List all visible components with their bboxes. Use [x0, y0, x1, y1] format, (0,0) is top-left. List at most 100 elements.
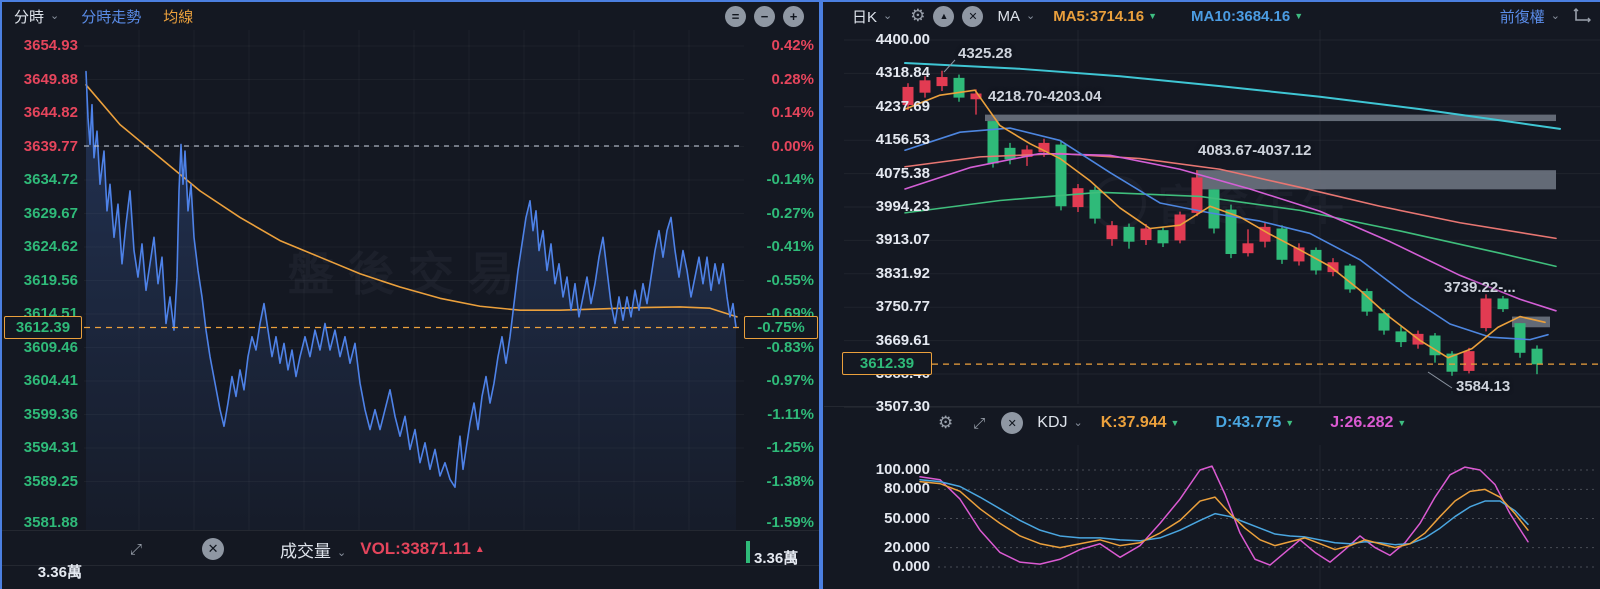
price-axis-label: 3654.93	[23, 37, 78, 54]
kdj-k-value[interactable]: K:37.944	[1100, 414, 1167, 431]
price-axis-label: 4318.84	[875, 64, 930, 82]
price-axis-label: 3594.31	[23, 439, 78, 456]
kdj-axis-label: 50.000	[884, 509, 930, 527]
percent-axis-label: -1.59%	[766, 514, 814, 531]
selection-border-left	[0, 0, 2, 589]
kdj-d-value[interactable]: D:43.775	[1215, 414, 1282, 431]
kline-period-selector[interactable]: 日K ⌄	[852, 6, 892, 27]
percent-axis-label: -1.38%	[766, 472, 814, 490]
percent-axis-label: -0.14%	[766, 171, 814, 188]
ma5-value[interactable]: MA5:3714.16	[1053, 7, 1145, 25]
close-indicator-icon[interactable]: ✕	[1001, 412, 1024, 434]
price-axis-label: 3644.82	[23, 104, 78, 121]
intraday-header-icons: = − +	[717, 5, 804, 27]
annotation-label: 3584.13	[1456, 378, 1511, 395]
panel-divider[interactable]	[819, 0, 823, 589]
selection-border-top	[0, 0, 1600, 2]
d-down-triangle-icon: ▼	[1285, 418, 1295, 428]
price-axis-label: 3831.92	[875, 264, 930, 282]
ma-group-label: MA	[997, 7, 1020, 25]
daily-chart-canvas[interactable]	[824, 0, 1600, 589]
price-axis-label: 3619.56	[23, 271, 78, 289]
axis-settings-icon[interactable]	[1572, 8, 1592, 24]
percent-axis-label: -1.11%	[767, 405, 814, 423]
ma10-value[interactable]: MA10:3684.16	[1191, 7, 1291, 25]
kdj-indicator-selector[interactable]: KDJ ⌄	[1037, 414, 1082, 432]
volume-toolbar: ⤢ ✕ 成交量 ⌄ VOL:33871.11 ▲	[130, 534, 485, 564]
j-down-triangle-icon: ▼	[1397, 418, 1407, 428]
percent-axis-label: 0.00%	[771, 137, 814, 155]
volume-indicator-label: 成交量	[280, 541, 332, 561]
volume-axis-label-left: 3.36萬	[37, 564, 82, 581]
price-axis-label: 3649.88	[23, 70, 78, 88]
percent-axis-label: -0.27%	[766, 204, 814, 222]
chevron-down-icon: ⌄	[1550, 9, 1560, 22]
ma-group-selector[interactable]: MA ⌄	[997, 8, 1035, 25]
chevron-down-icon: ⌄	[1073, 417, 1083, 429]
tab-intraday-trend[interactable]: 分時走勢	[81, 8, 142, 26]
kdj-indicator-label: KDJ	[1037, 414, 1068, 431]
kdj-axis-label: 0.000	[892, 558, 930, 575]
price-axis-label: 4075.38	[875, 164, 930, 182]
percent-axis-label: -0.97%	[766, 372, 814, 389]
percent-axis-label: 0.14%	[771, 104, 814, 121]
gear-icon[interactable]: ⚙	[938, 413, 954, 432]
intraday-header: 分時 ⌄ 分時走勢 均線 = − +	[14, 2, 814, 30]
gear-icon[interactable]: ⚙	[910, 6, 926, 25]
annotation-label: 4218.70-4203.04	[988, 88, 1102, 105]
price-axis-label: 4237.69	[875, 97, 930, 115]
close-indicator-icon[interactable]: ✕	[202, 538, 225, 560]
percent-axis-label: 0.28%	[771, 70, 814, 88]
price-axis-label: 4156.53	[875, 131, 930, 149]
price-axis-label: 3624.62	[23, 238, 78, 255]
kdj-axis-label: 100.000	[875, 461, 930, 478]
price-axis-label: 3599.36	[23, 405, 78, 423]
percent-axis-label: -0.41%	[766, 238, 814, 255]
ma5-down-triangle-icon: ▼	[1148, 11, 1158, 21]
percent-axis-label: -0.83%	[766, 338, 814, 356]
chevron-down-icon: ⌄	[50, 9, 60, 22]
adjust-selector[interactable]: 前復權 ⌄	[1500, 6, 1592, 27]
period-selector[interactable]: 分時 ⌄	[14, 6, 59, 27]
price-axis-label: 3629.67	[23, 204, 78, 222]
close-indicator-icon[interactable]: ✕	[962, 5, 984, 27]
chevron-down-icon: ⌄	[337, 546, 347, 559]
collapse-up-icon[interactable]: ▲	[933, 5, 955, 27]
kdj-axis-label: 20.000	[884, 538, 930, 556]
price-axis-label: 3589.25	[23, 472, 78, 490]
volume-up-triangle-icon: ▲	[474, 543, 485, 555]
price-axis-label: 3634.72	[23, 171, 78, 188]
kdj-axis-label: 80.000	[884, 480, 930, 498]
volume-indicator-selector[interactable]: 成交量 ⌄	[280, 537, 346, 562]
zoom-in-icon[interactable]: +	[783, 5, 804, 27]
price-axis-label: 3609.46	[23, 338, 78, 356]
price-axis-label: 3507.30	[875, 398, 930, 416]
price-axis-label: 3669.61	[875, 331, 930, 349]
tab-moving-average[interactable]: 均線	[163, 8, 194, 26]
kdj-j-value[interactable]: J:26.282	[1330, 414, 1394, 431]
price-axis-label: 3604.41	[23, 372, 78, 389]
kdj-toolbar: ⚙ ⤢ ✕ KDJ ⌄ K:37.944 ▼ D:43.775 ▼ J:26.28…	[938, 408, 1406, 438]
price-axis-label: 3913.07	[875, 231, 930, 249]
zoom-out-icon[interactable]: −	[754, 5, 775, 27]
percent-axis-label: -1.25%	[766, 439, 814, 456]
percent-axis-label: -0.55%	[766, 271, 814, 289]
current-price-tag: 3612.39	[4, 315, 82, 339]
adjust-label: 前復權	[1499, 8, 1545, 26]
volume-bar	[746, 541, 750, 563]
chevron-down-icon: ⌄	[883, 9, 893, 22]
intraday-chart-canvas[interactable]	[0, 0, 820, 589]
price-axis-label: 3994.23	[875, 198, 930, 215]
percent-axis-label: 0.42%	[771, 37, 814, 54]
daily-header: 日K ⌄ ⚙ ▲ ✕ MA ⌄ MA5:3714.16 ▼ MA10:3684.…	[852, 2, 1592, 30]
annotation-label: 4083.67-4037.12	[1198, 142, 1312, 159]
chart-style-icon[interactable]: =	[725, 5, 746, 27]
volume-axis-label-right: 3.36萬	[754, 550, 799, 567]
price-axis-label: 3750.77	[875, 298, 930, 316]
current-percent-tag: -0.75%	[744, 315, 818, 339]
expand-icon[interactable]: ⤢	[973, 414, 986, 432]
expand-icon[interactable]: ⤢	[130, 540, 143, 558]
annotation-label: 3739.22-...	[1444, 279, 1516, 296]
current-price-tag: 3612.39	[842, 352, 932, 376]
